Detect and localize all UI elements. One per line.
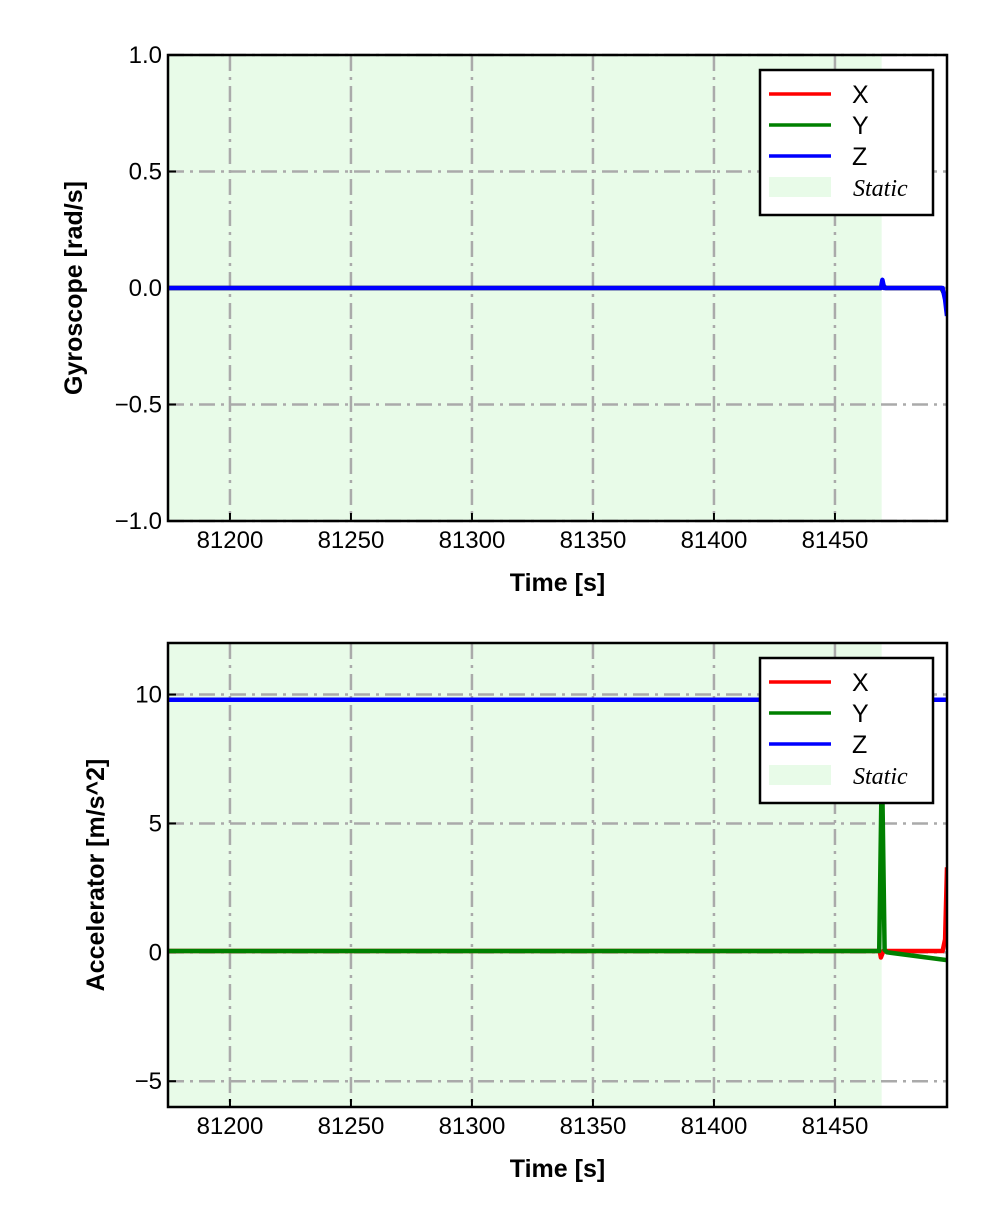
y-axis-label: Gyroscope [rad/s] [60,181,88,395]
legend-label-y: Y [852,112,869,140]
x-tick-label: 81200 [197,527,264,554]
axes-frame [166,53,949,523]
x-tick-label: 81300 [439,1113,506,1140]
y-tick-label: −5 [135,1068,162,1095]
legend-label-y: Y [852,700,869,728]
x-tick-label: 81250 [318,1113,385,1140]
x-axis-label: Time [s] [510,569,605,597]
legend-label-x: X [852,669,869,697]
x-axis-label: Time [s] [510,1155,605,1183]
x-tick-label: 81450 [802,527,869,554]
x-tick-label: 81400 [681,1113,748,1140]
y-tick-label: 1.0 [129,42,162,69]
y-tick-label: −1.0 [115,508,162,535]
legend-swatch-static [769,177,831,197]
y-axis-label: Accelerator [m/s^2] [82,759,110,992]
y-tick-label: 10 [135,682,162,709]
x-tick-label: 81350 [560,527,627,554]
y-tick-label: 5 [149,810,162,837]
legend-swatch-static [769,765,831,785]
y-tick-label: −0.5 [115,392,162,419]
x-tick-label: 81250 [318,527,385,554]
series-group [168,277,947,317]
y-tick-label: 0 [149,939,162,966]
series-line-y [168,756,947,963]
x-tick-label: 81200 [197,1113,264,1140]
x-tick-label: 81350 [560,1113,627,1140]
axes-frame [166,641,949,1109]
x-tick-label: 81400 [681,527,748,554]
x-tick-label: 81450 [802,1113,869,1140]
x-tick-label: 81300 [439,527,506,554]
legend-label-static: Static [853,176,908,202]
legend-label-x: X [852,81,869,109]
gyroscope-plot: 81200 81250 81300 81350 81400 81450 −1.0 −0.5 0.… [60,42,949,597]
legend-label-static: Static [853,764,908,790]
y-tick-label: 0.0 [129,275,162,302]
legend-label-z: Z [852,731,867,759]
legend-label-z: Z [852,143,867,171]
series-line-z [168,277,947,317]
accelerator-plot: 81200 81250 81300 81350 81400 81450 −5 0 5 10 Time… [82,641,949,1183]
y-tick-label: 0.5 [129,159,162,186]
